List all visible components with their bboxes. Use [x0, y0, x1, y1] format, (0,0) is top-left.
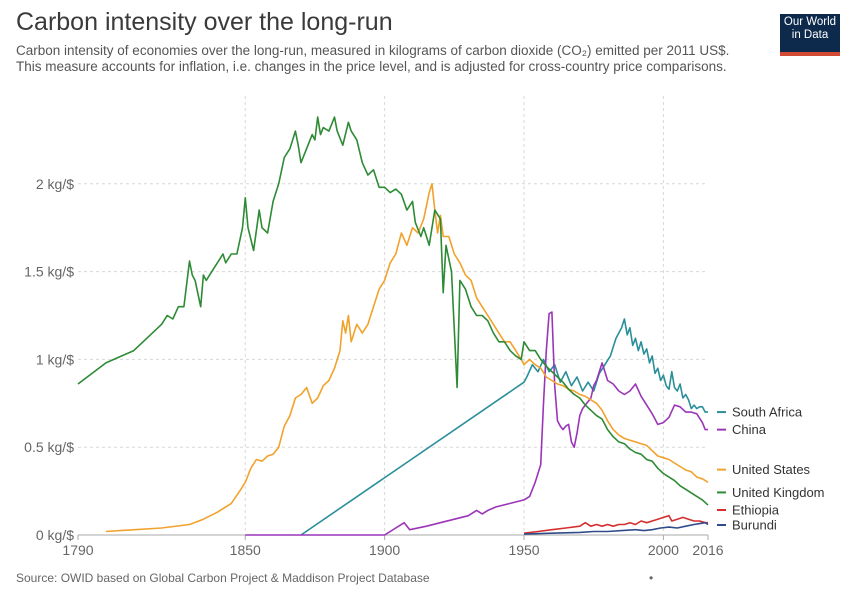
chart-title: Carbon intensity over the long-run: [16, 8, 393, 36]
legend-label-burundi: Burundi: [732, 518, 777, 533]
series-line-ethiopia: [523, 514, 708, 534]
axis-labels: 0 kg/$ 0.5 kg/$ 1 kg/$ 1.5 kg/$ 2 kg/$ 1790 18…: [24, 176, 724, 558]
y-tick-label: 1.5 kg/$: [24, 264, 74, 280]
y-tick-label: 0.5 kg/$: [24, 439, 74, 455]
legend-label-china: China: [732, 422, 767, 437]
series-line-burundi: [523, 521, 709, 535]
logo-line-2: in Data: [791, 29, 829, 41]
y-tick-label: 2 kg/$: [36, 176, 74, 192]
series-line-united-states: [105, 183, 709, 533]
series-lines: [77, 116, 709, 536]
x-tick-label: 2000: [648, 542, 679, 558]
footer-marker: •: [649, 571, 654, 585]
series-line-china: [245, 311, 708, 536]
y-tick-label: 1 kg/$: [36, 351, 74, 367]
series-line-south-africa: [300, 318, 708, 536]
logo-accent-bar: [780, 52, 840, 56]
x-tick-label: 1850: [230, 542, 261, 558]
y-tick-label: 0 kg/$: [36, 527, 74, 543]
source-note: Source: OWID based on Global Carbon Proj…: [16, 571, 430, 585]
legend-label-united-kingdom: United Kingdom: [732, 485, 825, 500]
x-tick-label: 1900: [369, 542, 400, 558]
x-tick-label: 2016: [692, 542, 723, 558]
series-line-united-kingdom: [77, 116, 709, 506]
x-tick-label: 1790: [62, 542, 93, 558]
logo-line-1: Our World: [783, 16, 837, 28]
grid-lines: [77, 96, 709, 540]
legend-label-ethiopia: Ethiopia: [732, 503, 780, 518]
legend-label-south-africa: South Africa: [732, 405, 803, 420]
chart-subtitle: Carbon intensity of economies over the l…: [16, 43, 730, 74]
legend-label-united-states: United States: [732, 462, 811, 477]
owid-logo[interactable]: Our World in Data: [780, 14, 840, 52]
x-tick-label: 1950: [508, 542, 539, 558]
legend: South Africa China United States United Kin…: [717, 405, 825, 533]
